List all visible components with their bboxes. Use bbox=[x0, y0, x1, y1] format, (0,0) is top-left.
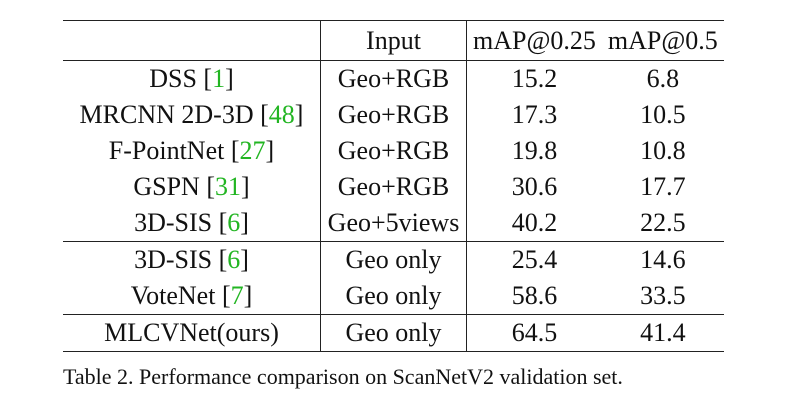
map50-cell: 22.5 bbox=[640, 208, 686, 237]
header-input: Input bbox=[320, 20, 467, 61]
method-name: VoteNet bbox=[130, 281, 216, 310]
table-row: 3D-SIS [6] Geo+5views 40.2 22.5 bbox=[63, 205, 724, 242]
map50-cell-best: 41.4 bbox=[601, 314, 724, 352]
map50-cell: 17.7 bbox=[640, 172, 686, 201]
input-cell: Geo+RGB bbox=[320, 169, 467, 205]
map25-cell-best: 64.5 bbox=[466, 314, 602, 352]
citation-link[interactable]: 27 bbox=[239, 136, 266, 165]
method-cell: DSS [1] bbox=[63, 60, 321, 97]
map25-cell: 30.6 bbox=[511, 172, 558, 201]
method-cell: VoteNet [7] bbox=[63, 278, 321, 315]
citation-link[interactable]: 31 bbox=[214, 172, 241, 201]
method-name: MRCNN 2D-3D bbox=[79, 100, 254, 129]
table-row: GSPN [31] Geo+RGB 30.6 17.7 bbox=[63, 169, 724, 205]
map50-cell: 10.5 bbox=[640, 100, 686, 129]
input-cell: Geo+RGB bbox=[320, 133, 467, 169]
method-name: 3D-SIS bbox=[134, 245, 213, 274]
method-name: GSPN bbox=[133, 172, 200, 201]
input-cell: Geo only bbox=[320, 314, 467, 352]
map25-cell: 58.6 bbox=[511, 281, 558, 310]
map25-cell: 19.8 bbox=[511, 136, 558, 165]
table-row-ours: MLCVNet(ours) Geo only 64.5 41.4 bbox=[63, 314, 724, 352]
map25-cell: 15.2 bbox=[466, 60, 602, 97]
table-caption: Table 2. Performance comparison on ScanN… bbox=[63, 364, 623, 389]
header-row: Input mAP@0.25 mAP@0.5 bbox=[63, 20, 724, 61]
results-table: Input mAP@0.25 mAP@0.5 DSS [1] Geo+RGB 1… bbox=[63, 20, 724, 352]
header-map25: mAP@0.25 bbox=[466, 20, 602, 61]
map50-cell: 14.6 bbox=[601, 241, 724, 278]
map50-cell: 10.8 bbox=[640, 136, 686, 165]
input-cell: Geo+RGB bbox=[320, 60, 467, 97]
input-cell: Geo only bbox=[320, 278, 467, 315]
method-cell: MLCVNet(ours) bbox=[63, 314, 321, 352]
header-map50: mAP@0.5 bbox=[601, 20, 724, 61]
map25-cell: 17.3 bbox=[511, 100, 558, 129]
table-row: F-PointNet [27] Geo+RGB 19.8 10.8 bbox=[63, 133, 724, 169]
map25-cell: 40.2 bbox=[511, 208, 558, 237]
citation-link[interactable]: 7 bbox=[230, 281, 244, 310]
map25-cell: 25.4 bbox=[466, 241, 602, 278]
method-name: F-PointNet bbox=[108, 136, 225, 165]
map50-cell: 6.8 bbox=[601, 60, 724, 97]
input-cell: Geo+5views bbox=[320, 205, 467, 242]
method-cell: 3D-SIS [6] bbox=[63, 205, 321, 242]
table-row: MRCNN 2D-3D [48] Geo+RGB 17.3 10.5 bbox=[63, 97, 724, 133]
citation-link[interactable]: 48 bbox=[268, 100, 295, 129]
citation-link[interactable]: 6 bbox=[227, 245, 241, 274]
method-cell: GSPN [31] bbox=[63, 169, 321, 205]
header-method bbox=[63, 20, 321, 61]
method-cell: F-PointNet [27] bbox=[63, 133, 321, 169]
method-name: DSS bbox=[149, 64, 197, 93]
map50-cell: 33.5 bbox=[640, 281, 686, 310]
input-cell: Geo+RGB bbox=[320, 97, 467, 133]
table-row: DSS [1] Geo+RGB 15.2 6.8 bbox=[63, 60, 724, 97]
citation-link[interactable]: 6 bbox=[227, 208, 241, 237]
table-row: VoteNet [7] Geo only 58.6 33.5 bbox=[63, 278, 724, 315]
method-name: 3D-SIS bbox=[134, 208, 213, 237]
method-cell: 3D-SIS [6] bbox=[63, 241, 321, 278]
table-row: 3D-SIS [6] Geo only 25.4 14.6 bbox=[63, 241, 724, 278]
citation-link[interactable]: 1 bbox=[212, 64, 226, 93]
method-cell: MRCNN 2D-3D [48] bbox=[63, 97, 321, 133]
input-cell: Geo only bbox=[320, 241, 467, 278]
